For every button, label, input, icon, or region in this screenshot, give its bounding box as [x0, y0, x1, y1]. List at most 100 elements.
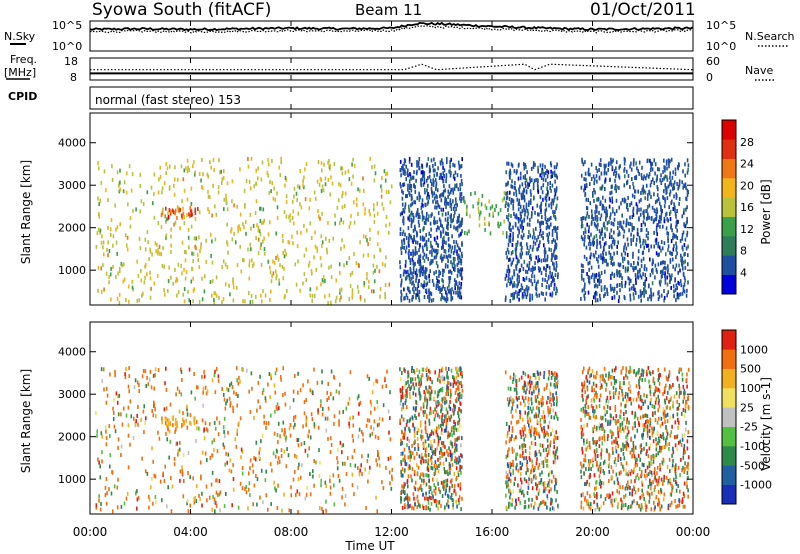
power-cell [598, 162, 601, 167]
power-cell [644, 196, 646, 201]
power-cell [424, 202, 426, 207]
velocity-cell [419, 394, 421, 399]
velocity-cell [327, 436, 329, 441]
power-cell [618, 230, 620, 235]
power-cell [279, 173, 282, 178]
velocity-cell [211, 440, 214, 445]
power-cell [608, 161, 610, 166]
power-cell [436, 235, 439, 240]
power-cell [285, 194, 288, 199]
velocity-cell [522, 370, 525, 375]
power-cell [617, 226, 619, 230]
power-cell [276, 254, 279, 259]
power-cell [330, 175, 332, 180]
velocity-cell [521, 489, 524, 494]
power-cell [669, 171, 671, 176]
velocity-cell [533, 414, 536, 419]
power-cell [532, 182, 535, 187]
power-cell [436, 225, 439, 230]
power-cell [637, 256, 640, 261]
power-cell [327, 301, 329, 305]
velocity-cell [217, 493, 219, 497]
power-cell [221, 177, 224, 182]
velocity-cell [519, 401, 522, 406]
velocity-cell [553, 438, 555, 443]
power-cell [406, 171, 409, 176]
velocity-cell [510, 420, 513, 425]
power-cell [193, 160, 195, 165]
velocity-cell [417, 428, 420, 433]
power-cell [431, 245, 434, 250]
power-cell [513, 295, 515, 300]
power-cell [545, 267, 547, 272]
velocity-cell [101, 434, 103, 439]
velocity-cell [333, 483, 335, 488]
power-cell [602, 245, 605, 250]
power-cell [446, 160, 448, 165]
power-cell [503, 196, 506, 201]
velocity-cell [429, 433, 431, 438]
velocity-cell [449, 399, 451, 404]
velocity-cell [414, 446, 416, 451]
velocity-cell [417, 374, 419, 379]
power-cell [686, 170, 689, 175]
power-cell [176, 293, 178, 298]
power-colorbar-frame [721, 119, 737, 295]
velocity-cell [416, 504, 418, 509]
power-cell [637, 189, 639, 194]
velocity-cell [412, 391, 415, 396]
power-cell [506, 191, 509, 196]
power-cell [545, 171, 547, 176]
power-cell [444, 286, 446, 291]
power-cell [680, 253, 682, 258]
power-cell [427, 157, 430, 162]
velocity-cell [357, 466, 359, 471]
velocity-cell [336, 466, 339, 471]
power-cell [631, 225, 634, 230]
power-cell [440, 253, 443, 258]
power-cell [660, 204, 662, 209]
power-cell [595, 174, 598, 179]
velocity-cell [211, 378, 214, 383]
power-cell [645, 183, 648, 188]
power-cell [245, 220, 247, 225]
power-cell [450, 202, 453, 207]
power-cell [584, 160, 586, 165]
power-cell [379, 247, 381, 252]
velocity-cell [161, 416, 163, 421]
power-cell [323, 162, 325, 167]
velocity-cell [388, 470, 391, 475]
velocity-cell [455, 381, 457, 386]
power-cell [598, 229, 601, 234]
power-cell [505, 182, 507, 187]
power-cell [616, 250, 618, 255]
power-cell [352, 157, 354, 162]
power-cell [408, 273, 411, 278]
velocity-cell [274, 371, 277, 376]
power-cell [441, 212, 444, 217]
power-cell [327, 177, 330, 182]
power-cell [213, 300, 215, 305]
power-cell [170, 243, 172, 248]
power-cell [657, 187, 659, 192]
power-cell [324, 278, 326, 283]
velocity-cell [406, 493, 409, 498]
velocity-cell [411, 415, 414, 420]
power-cell [190, 186, 193, 191]
velocity-cell [512, 377, 515, 382]
power-cell [555, 227, 557, 232]
power-cell [402, 207, 405, 212]
velocity-cell [426, 401, 429, 406]
power-cell [553, 165, 556, 170]
power-cell [362, 253, 365, 258]
velocity-cell [280, 448, 283, 453]
power-cell [412, 295, 414, 300]
power-cell [247, 247, 249, 252]
velocity-cell [317, 410, 319, 415]
velocity-cell [542, 448, 545, 453]
power-cell [675, 234, 677, 239]
power-cell [136, 259, 138, 264]
velocity-cell [400, 459, 402, 464]
power-cell [405, 164, 407, 169]
power-cell [440, 297, 442, 302]
